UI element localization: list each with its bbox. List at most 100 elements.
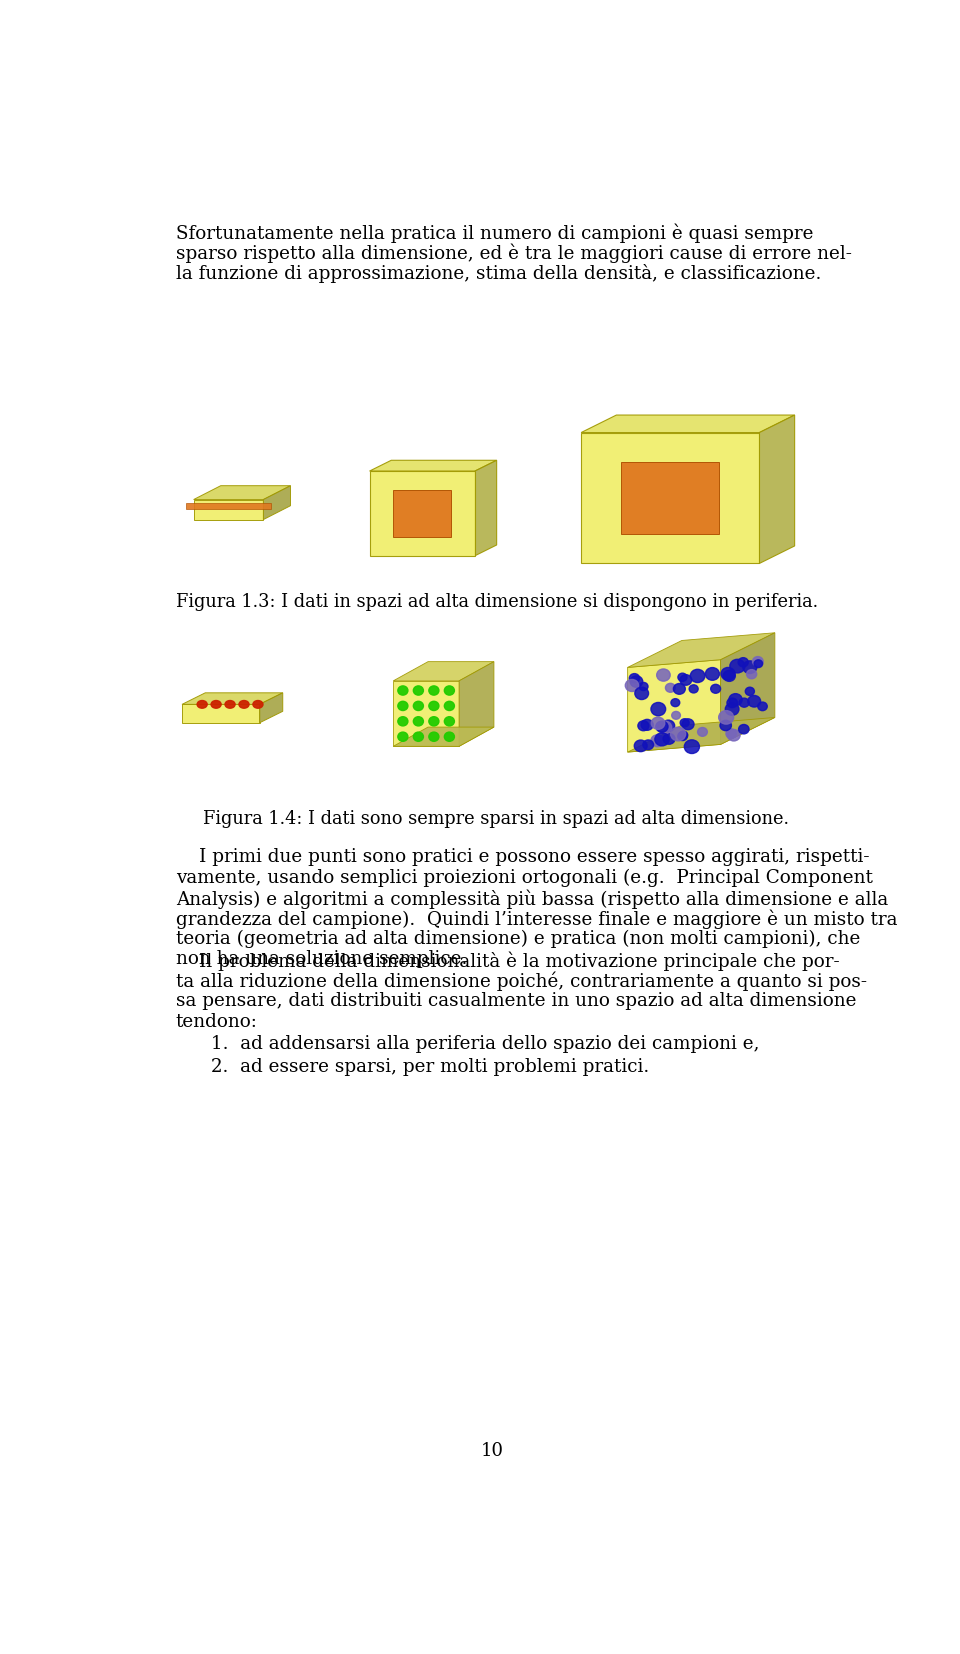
- Ellipse shape: [414, 686, 423, 695]
- Ellipse shape: [225, 701, 235, 708]
- Ellipse shape: [663, 733, 675, 744]
- Ellipse shape: [651, 718, 664, 729]
- Ellipse shape: [673, 683, 685, 695]
- Text: la funzione di approssimazione, stima della densità, e classificazione.: la funzione di approssimazione, stima de…: [176, 265, 821, 283]
- Polygon shape: [459, 662, 494, 746]
- Text: Sfortunatamente nella pratica il numero di campioni è quasi sempre: Sfortunatamente nella pratica il numero …: [176, 223, 813, 243]
- Polygon shape: [370, 471, 475, 556]
- Ellipse shape: [698, 728, 708, 736]
- Polygon shape: [475, 460, 496, 556]
- Ellipse shape: [672, 711, 681, 719]
- Text: Analysis) e algoritmi a complessità più bassa (rispetto alla dimensione e alla: Analysis) e algoritmi a complessità più …: [176, 890, 888, 908]
- Ellipse shape: [738, 658, 748, 667]
- Ellipse shape: [635, 739, 647, 751]
- Ellipse shape: [665, 683, 675, 693]
- Ellipse shape: [658, 721, 672, 734]
- Ellipse shape: [429, 686, 439, 695]
- Text: 2.  ad essere sparsi, per molti problemi pratici.: 2. ad essere sparsi, per molti problemi …: [210, 1057, 649, 1075]
- Text: ta alla riduzione della dimensione poiché, contrariamente a quanto si pos-: ta alla riduzione della dimensione poich…: [176, 973, 867, 991]
- Ellipse shape: [414, 716, 423, 726]
- Ellipse shape: [444, 716, 454, 726]
- Text: vamente, usando semplici proiezioni ortogonali (e.g.  Principal Component: vamente, usando semplici proiezioni orto…: [176, 868, 873, 887]
- Ellipse shape: [671, 698, 680, 706]
- Ellipse shape: [745, 686, 755, 695]
- Ellipse shape: [197, 701, 207, 708]
- Polygon shape: [263, 486, 291, 519]
- Text: 10: 10: [481, 1442, 503, 1459]
- Ellipse shape: [757, 701, 767, 711]
- Polygon shape: [628, 633, 775, 668]
- Polygon shape: [394, 728, 494, 746]
- Ellipse shape: [444, 686, 454, 695]
- Polygon shape: [621, 461, 719, 534]
- Ellipse shape: [670, 728, 685, 741]
- Ellipse shape: [728, 729, 740, 741]
- Ellipse shape: [444, 701, 454, 711]
- Polygon shape: [186, 503, 271, 509]
- Ellipse shape: [429, 733, 439, 741]
- Polygon shape: [259, 693, 283, 723]
- Polygon shape: [721, 633, 775, 744]
- Ellipse shape: [397, 733, 408, 741]
- Ellipse shape: [747, 670, 756, 678]
- Ellipse shape: [689, 685, 698, 693]
- Ellipse shape: [397, 686, 408, 695]
- Ellipse shape: [727, 698, 737, 708]
- Ellipse shape: [630, 676, 643, 688]
- Ellipse shape: [730, 660, 745, 673]
- Ellipse shape: [684, 739, 700, 754]
- Ellipse shape: [643, 739, 654, 749]
- Text: 1.  ad addensarsi alla periferia dello spazio dei campioni e,: 1. ad addensarsi alla periferia dello sp…: [210, 1035, 759, 1054]
- Ellipse shape: [738, 724, 749, 734]
- Ellipse shape: [726, 703, 739, 715]
- Ellipse shape: [239, 701, 249, 708]
- Ellipse shape: [444, 733, 454, 741]
- Ellipse shape: [720, 719, 732, 731]
- Ellipse shape: [723, 670, 735, 681]
- Text: Figura 1.3: I dati in spazi ad alta dimensione si dispongono in periferia.: Figura 1.3: I dati in spazi ad alta dime…: [176, 592, 818, 610]
- Ellipse shape: [748, 695, 760, 706]
- Text: grandezza del campione).  Quindi l’interesse finale e maggiore è un misto tra: grandezza del campione). Quindi l’intere…: [176, 910, 898, 930]
- Ellipse shape: [726, 729, 736, 738]
- Text: Figura 1.4: I dati sono sempre sparsi in spazi ad alta dimensione.: Figura 1.4: I dati sono sempre sparsi in…: [203, 810, 789, 829]
- Text: Il problema della dimensionalità è la motivazione principale che por-: Il problema della dimensionalità è la mo…: [199, 951, 840, 971]
- Ellipse shape: [429, 701, 439, 711]
- Ellipse shape: [739, 698, 749, 708]
- Ellipse shape: [706, 668, 719, 680]
- Polygon shape: [182, 693, 283, 705]
- Ellipse shape: [211, 701, 221, 708]
- Ellipse shape: [682, 719, 694, 729]
- Ellipse shape: [414, 701, 423, 711]
- Ellipse shape: [690, 670, 705, 683]
- Ellipse shape: [753, 657, 763, 667]
- Ellipse shape: [397, 701, 408, 711]
- Ellipse shape: [429, 716, 439, 726]
- Polygon shape: [370, 460, 496, 471]
- Polygon shape: [394, 681, 459, 746]
- Text: tendono:: tendono:: [176, 1012, 257, 1030]
- Text: teoria (geometria ad alta dimensione) e pratica (non molti campioni), che: teoria (geometria ad alta dimensione) e …: [176, 930, 860, 948]
- Ellipse shape: [630, 673, 639, 683]
- Ellipse shape: [656, 721, 668, 733]
- Polygon shape: [394, 490, 451, 536]
- Ellipse shape: [729, 693, 742, 706]
- Ellipse shape: [678, 733, 687, 741]
- Ellipse shape: [678, 673, 687, 681]
- Polygon shape: [628, 718, 775, 753]
- Ellipse shape: [651, 703, 665, 716]
- Polygon shape: [194, 486, 291, 500]
- Ellipse shape: [625, 680, 638, 691]
- Ellipse shape: [679, 731, 687, 739]
- Ellipse shape: [754, 660, 762, 668]
- Ellipse shape: [662, 719, 675, 731]
- Ellipse shape: [719, 711, 733, 724]
- Ellipse shape: [252, 701, 263, 708]
- Polygon shape: [759, 415, 795, 564]
- Ellipse shape: [397, 716, 408, 726]
- Text: sparso rispetto alla dimensione, ed è tra le maggiori cause di errore nel-: sparso rispetto alla dimensione, ed è tr…: [176, 243, 852, 263]
- Ellipse shape: [743, 662, 756, 673]
- Text: sa pensare, dati distribuiti casualmente in uno spazio ad alta dimensione: sa pensare, dati distribuiti casualmente…: [176, 992, 856, 1011]
- Text: I primi due punti sono pratici e possono essere spesso aggirati, rispetti-: I primi due punti sono pratici e possono…: [199, 849, 870, 867]
- Ellipse shape: [639, 683, 648, 691]
- Polygon shape: [581, 415, 795, 433]
